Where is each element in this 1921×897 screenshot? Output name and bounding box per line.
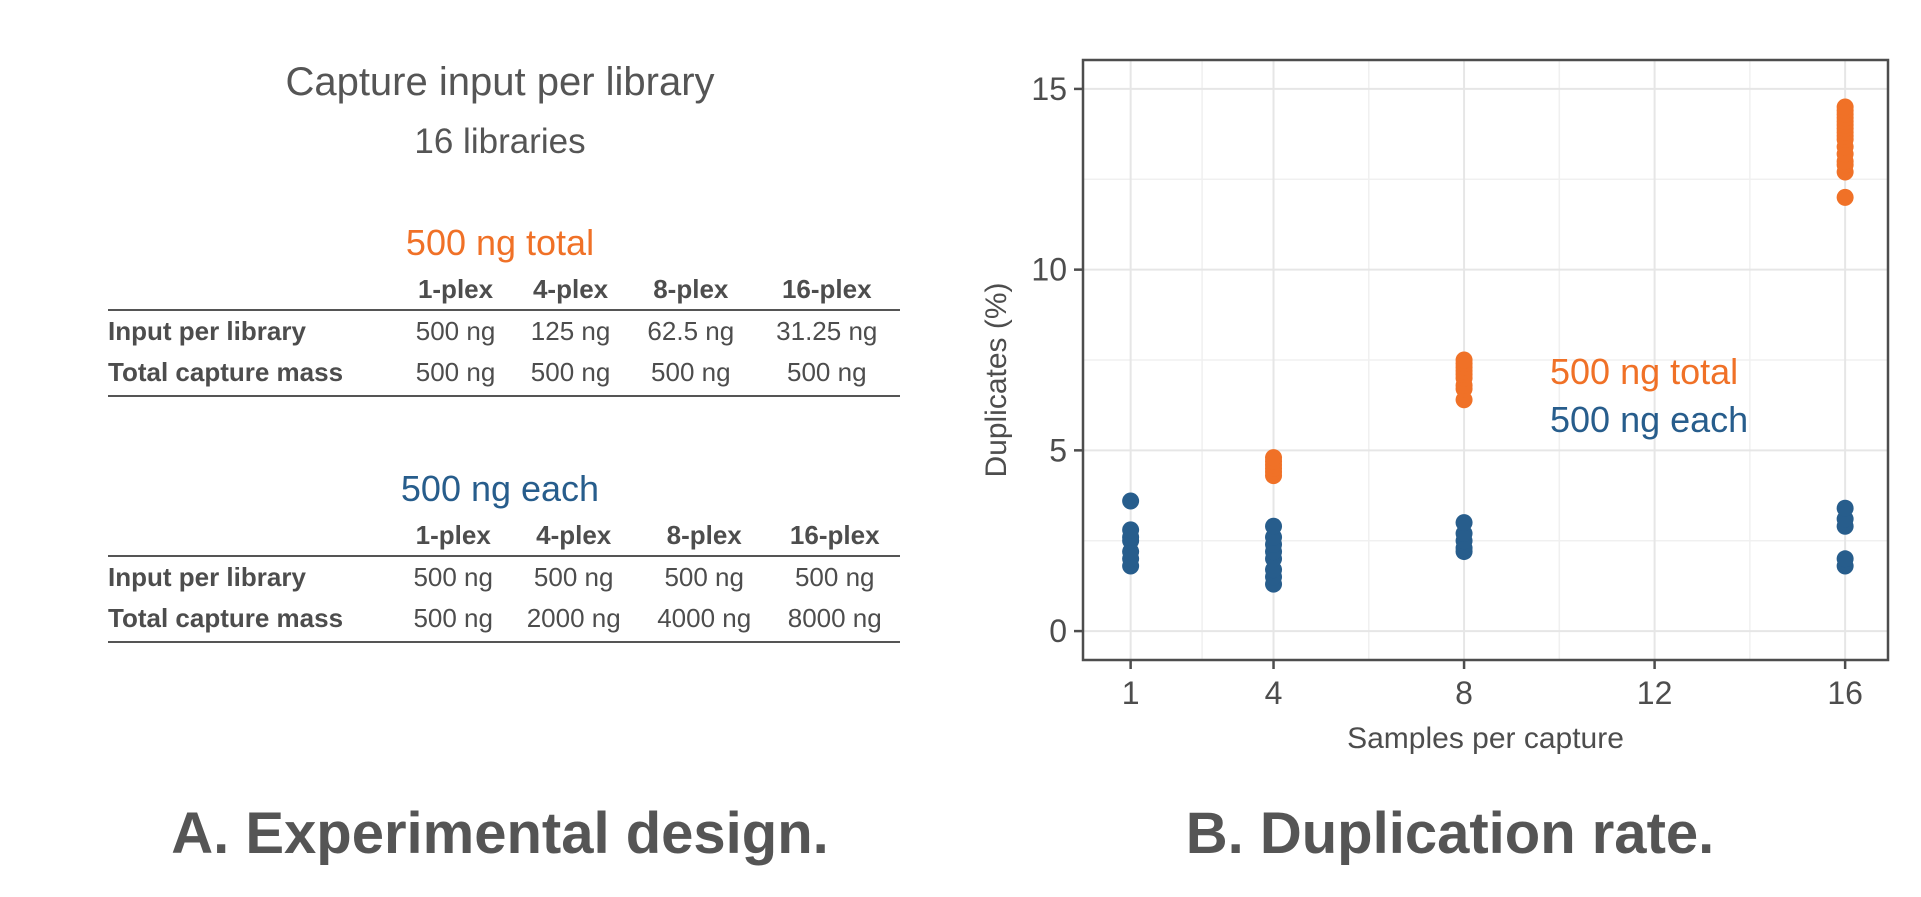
point-500ng-each <box>1836 550 1854 568</box>
x-tick-label: 16 <box>1827 675 1863 711</box>
x-tick-label: 8 <box>1455 675 1473 711</box>
x-tick-label: 4 <box>1265 675 1283 711</box>
column-header: 8-plex <box>628 272 754 311</box>
point-500ng-total <box>1265 449 1283 467</box>
chart-grid <box>1083 60 1888 660</box>
design-table-total: 1-plex 4-plex 8-plex 16-plex Input per l… <box>108 272 900 397</box>
group-title-total: 500 ng total <box>405 222 595 263</box>
row-label: Input per library <box>108 316 306 346</box>
table-row: Total capture mass 500 ng 2000 ng 4000 n… <box>108 598 900 643</box>
column-header: 1-plex <box>398 272 514 311</box>
table-corner <box>108 272 398 311</box>
y-tick-label: 10 <box>1031 252 1067 288</box>
legend-entry-total: 500 ng total <box>1550 351 1738 392</box>
table-cell: 500 ng <box>415 316 496 346</box>
chart-points <box>1122 98 1854 593</box>
table-row: Total capture mass 500 ng 500 ng 500 ng … <box>108 352 900 397</box>
table-cell: 500 ng <box>533 562 614 592</box>
table-cell: 500 ng <box>664 562 744 592</box>
point-500ng-each <box>1836 499 1854 517</box>
design-table-each: 1-plex 4-plex 8-plex 16-plex Input per l… <box>108 518 900 643</box>
row-label: Total capture mass <box>108 352 398 397</box>
column-header: 16-plex <box>769 518 900 557</box>
point-500ng-total <box>1836 188 1854 206</box>
caption-a: A. Experimental design. <box>171 801 829 866</box>
x-axis-label: Samples per capture <box>1347 722 1624 755</box>
y-tick-label: 5 <box>1049 432 1067 468</box>
table-cell: 500 ng <box>513 352 629 397</box>
experimental-design-panel: Capture input per library 16 libraries 5… <box>100 0 900 897</box>
table-cell: 500 ng <box>628 352 754 397</box>
y-tick-label: 0 <box>1049 613 1067 649</box>
table-cell: 62.5 ng <box>647 316 735 346</box>
table-cell: 125 ng <box>530 316 611 346</box>
legend-entry-each: 500 ng each <box>1550 399 1748 440</box>
table-row: Input per library 500 ng 500 ng 500 ng 5… <box>108 556 900 598</box>
point-500ng-total <box>1455 351 1473 369</box>
table-cell: 500 ng <box>753 352 900 397</box>
y-tick-label: 15 <box>1031 71 1067 107</box>
column-header: 1-plex <box>398 518 509 557</box>
plot-frame <box>1081 58 1890 662</box>
table-row: Input per library 500 ng 125 ng 62.5 ng … <box>108 310 900 352</box>
point-500ng-each <box>1122 492 1140 510</box>
table-cell: 2000 ng <box>508 598 639 643</box>
group-title-each: 500 ng each <box>400 468 600 509</box>
table-cell: 31.25 ng <box>776 316 878 346</box>
table-cell: 500 ng <box>398 598 509 643</box>
point-500ng-each <box>1265 517 1283 535</box>
column-header: 8-plex <box>638 518 770 557</box>
design-title: Capture input per library <box>285 60 715 104</box>
table-cell: 8000 ng <box>769 598 900 643</box>
table-cell: 500 ng <box>794 562 875 592</box>
row-label: Input per library <box>108 562 306 592</box>
table-cell: 500 ng <box>413 562 493 592</box>
table-corner <box>108 518 398 557</box>
table-cell: 500 ng <box>398 352 514 397</box>
column-header: 4-plex <box>513 272 629 311</box>
point-500ng-each <box>1455 514 1473 532</box>
point-500ng-total <box>1836 98 1854 116</box>
row-label: Total capture mass <box>108 598 398 643</box>
point-500ng-each <box>1122 521 1140 539</box>
x-tick-label: 1 <box>1122 675 1140 711</box>
x-tick-label: 12 <box>1637 675 1673 711</box>
column-header: 16-plex <box>753 272 900 311</box>
column-header: 4-plex <box>508 518 639 557</box>
caption-b: B. Duplication rate. <box>1185 801 1715 866</box>
table-cell: 4000 ng <box>638 598 770 643</box>
design-subtitle: 16 libraries <box>414 122 586 161</box>
y-axis-label: Duplicates (%) <box>980 282 1013 477</box>
chart-ticks: 1 4 8 12 16 0 5 10 15 <box>1031 71 1863 711</box>
